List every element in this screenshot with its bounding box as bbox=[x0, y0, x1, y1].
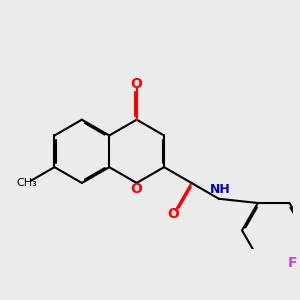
Text: O: O bbox=[131, 77, 142, 91]
Text: O: O bbox=[167, 208, 179, 221]
Text: NH: NH bbox=[210, 183, 231, 196]
Text: CH₃: CH₃ bbox=[16, 178, 37, 188]
Text: F: F bbox=[288, 256, 297, 270]
Text: O: O bbox=[131, 182, 142, 196]
